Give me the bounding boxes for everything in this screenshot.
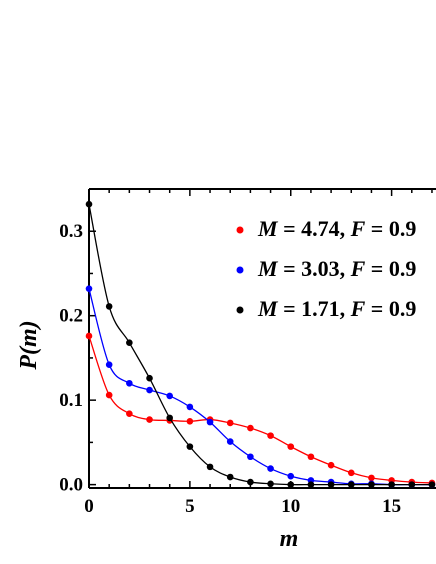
series-line xyxy=(88,335,432,484)
data-point xyxy=(307,481,315,488)
legend-marker xyxy=(236,226,244,234)
tick-labels: 0 5 10 15 0.0 0.1 0.2 0.3 xyxy=(59,221,401,517)
legend-entry: M = 4.74, F = 0.9 xyxy=(257,216,416,241)
data-point xyxy=(247,453,254,461)
data-point xyxy=(347,481,355,488)
data-point xyxy=(428,481,436,488)
data-point xyxy=(186,417,194,425)
x-tick-label: 0 xyxy=(84,496,94,517)
legend-entry: M = 3.03, F = 0.9 xyxy=(257,256,416,281)
data-point xyxy=(146,416,153,423)
y-tick-label: 0.2 xyxy=(59,306,83,327)
legend-marker xyxy=(236,306,244,314)
data-point xyxy=(247,424,254,432)
x-tick-label: 5 xyxy=(185,496,195,517)
y-tick-label: 0.1 xyxy=(59,390,83,411)
data-point xyxy=(166,392,173,400)
legend: M = 4.74, F = 0.9 M = 3.03, F = 0.9 M = 1.… xyxy=(236,216,416,321)
data-point xyxy=(287,472,295,480)
data-point xyxy=(267,465,274,472)
data-point xyxy=(146,374,153,382)
data-point xyxy=(85,200,93,208)
data-point xyxy=(307,453,315,461)
data-point xyxy=(186,403,194,411)
data-point xyxy=(226,438,234,445)
data-point xyxy=(347,469,355,477)
data-point xyxy=(226,473,234,481)
y-axis-label: P(m) xyxy=(16,320,42,370)
data-point xyxy=(368,481,375,488)
data-point xyxy=(267,432,274,439)
legend-marker xyxy=(236,266,244,274)
series-layer xyxy=(85,200,436,488)
y-tick-label: 0.3 xyxy=(59,221,83,242)
data-point xyxy=(126,410,133,417)
data-point xyxy=(247,478,254,486)
data-point xyxy=(105,391,113,399)
data-point xyxy=(267,480,274,488)
data-point xyxy=(408,481,416,488)
series-line xyxy=(88,204,432,486)
data-point xyxy=(186,443,194,450)
x-axis-label: m xyxy=(280,526,299,552)
data-point xyxy=(126,379,133,387)
data-point xyxy=(327,481,335,488)
data-point xyxy=(226,419,234,427)
data-point xyxy=(287,481,295,488)
data-point xyxy=(85,285,93,292)
data-point xyxy=(368,474,375,482)
data-point xyxy=(388,481,395,488)
x-tick-label: 10 xyxy=(281,496,300,517)
series-3 xyxy=(85,200,436,488)
legend-entry: M = 1.71, F = 0.9 xyxy=(257,296,416,321)
data-point xyxy=(105,303,113,310)
data-point xyxy=(126,339,133,347)
data-point xyxy=(105,361,113,368)
data-point xyxy=(206,418,214,426)
data-point xyxy=(327,461,335,469)
y-tick-label: 0.0 xyxy=(59,475,83,496)
x-tick-label: 15 xyxy=(382,496,401,517)
data-point xyxy=(287,443,295,450)
data-point xyxy=(146,386,153,394)
data-point xyxy=(206,463,214,471)
data-point xyxy=(166,414,173,422)
data-point xyxy=(85,332,93,340)
